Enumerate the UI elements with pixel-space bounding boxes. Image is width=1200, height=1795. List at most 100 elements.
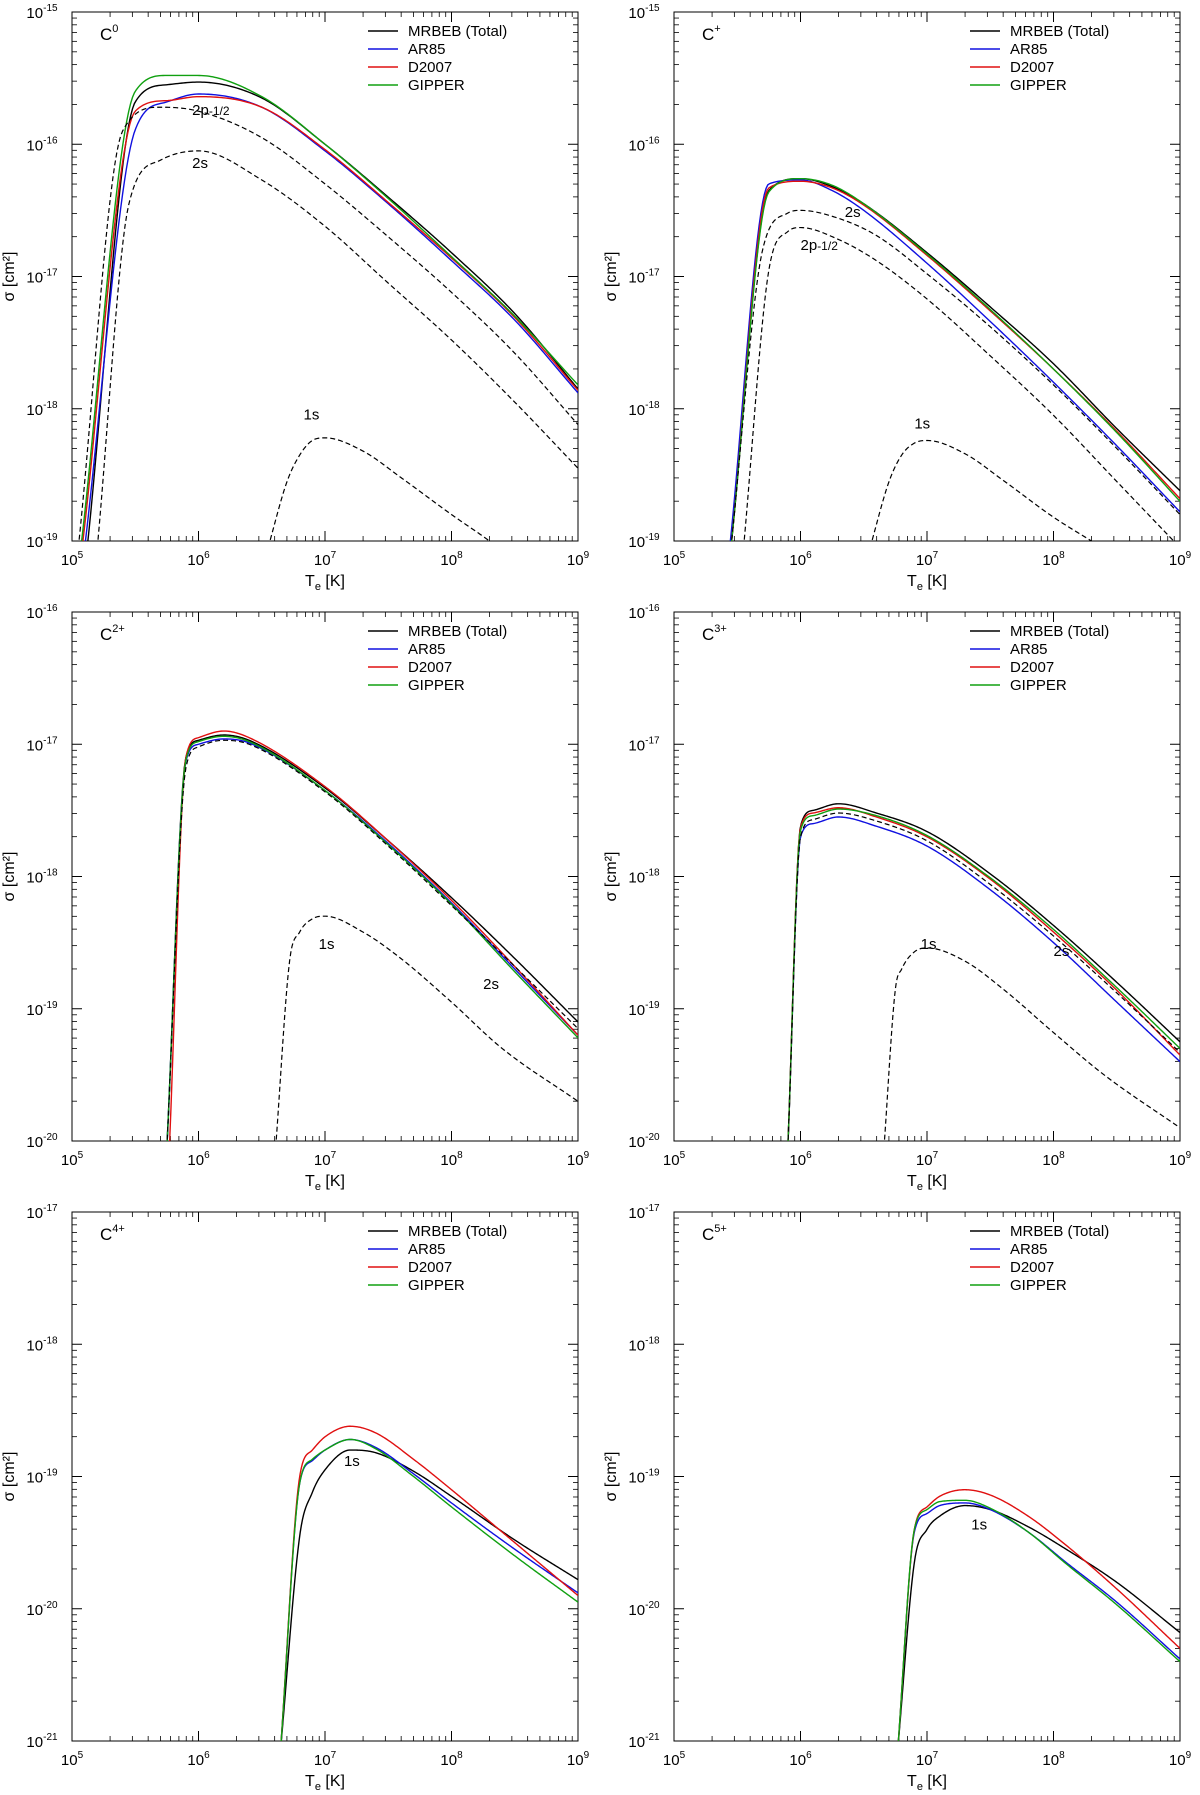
x-tick-label: 105 bbox=[61, 550, 84, 569]
series-line-ar85 bbox=[787, 816, 1180, 1141]
y-tick-label: 10-17 bbox=[628, 1203, 660, 1222]
series-line-1s bbox=[269, 437, 491, 541]
chart-panel-2: 105 106 107 108 109 10-19 10-18 10-17 10-16 10-15… bbox=[603, 3, 1192, 593]
chart-panel-1: 105 106 107 108 109 10-19 10-18 10-17 10-16 10-15… bbox=[1, 3, 590, 593]
x-tick-label: 107 bbox=[916, 1150, 939, 1169]
x-tick-label: 109 bbox=[567, 1150, 590, 1169]
x-tick-label: 108 bbox=[440, 550, 463, 569]
series-line-d2007 bbox=[787, 807, 1180, 1141]
y-tick-label: 10-19 bbox=[628, 1468, 660, 1487]
y-tick-label: 10-19 bbox=[26, 1000, 58, 1019]
legend-label: AR85 bbox=[1010, 641, 1048, 658]
legend-label: GIPPER bbox=[408, 677, 465, 694]
x-axis-label: Te [K] bbox=[907, 1773, 947, 1793]
panel-title: C2+ bbox=[100, 623, 125, 644]
series-line-mrbeb-total- bbox=[787, 803, 1180, 1141]
legend-label: D2007 bbox=[1010, 1259, 1054, 1276]
y-tick-label: 10-17 bbox=[26, 735, 58, 754]
series-line-2p-1-2 bbox=[78, 106, 578, 541]
plot-frame bbox=[71, 611, 579, 1142]
x-axis-label: Te [K] bbox=[907, 1173, 947, 1193]
x-tick-label: 108 bbox=[1042, 550, 1065, 569]
x-tick-label: 106 bbox=[187, 1150, 210, 1169]
series-line-2p-1-2 bbox=[743, 226, 1175, 541]
y-tick-label: 10-17 bbox=[628, 735, 660, 754]
series-line-gipper bbox=[80, 74, 578, 541]
x-tick-label: 105 bbox=[61, 1150, 84, 1169]
y-tick-label: 10-16 bbox=[26, 603, 58, 622]
y-tick-label: 10-21 bbox=[26, 1732, 58, 1751]
legend-label: MRBEB (Total) bbox=[408, 623, 507, 640]
y-tick-label: 10-15 bbox=[26, 3, 58, 22]
series-line-d2007 bbox=[280, 1425, 578, 1741]
x-tick-label: 109 bbox=[1169, 1750, 1192, 1769]
x-tick-label: 109 bbox=[567, 1750, 590, 1769]
series-line-2s bbox=[787, 812, 1180, 1141]
legend-label: D2007 bbox=[408, 59, 452, 76]
y-axis-label: σ [cm²] bbox=[603, 852, 620, 902]
legend-label: AR85 bbox=[408, 1241, 446, 1258]
x-tick-label: 108 bbox=[440, 1750, 463, 1769]
chart-panel-4: 105 106 107 108 109 10-20 10-19 10-18 10-17 10-16… bbox=[603, 603, 1192, 1193]
series-line-d2007 bbox=[168, 730, 578, 1141]
legend-label: D2007 bbox=[1010, 659, 1054, 676]
x-tick-label: 107 bbox=[916, 1750, 939, 1769]
y-tick-label: 10-16 bbox=[628, 603, 660, 622]
x-tick-label: 105 bbox=[663, 550, 686, 569]
x-tick-label: 108 bbox=[1042, 1750, 1065, 1769]
y-tick-label: 10-16 bbox=[26, 135, 58, 154]
series-line-mrbeb-total- bbox=[280, 1449, 578, 1741]
legend-label: MRBEB (Total) bbox=[1010, 1223, 1109, 1240]
series-line-mrbeb-total- bbox=[897, 1504, 1180, 1741]
curve-group bbox=[729, 177, 1180, 541]
chart-panel-5: 105 106 107 108 109 10-21 10-20 10-19 10-18 10-17… bbox=[1, 1203, 590, 1793]
plot-frame bbox=[71, 1211, 579, 1742]
series-line-1s bbox=[275, 915, 578, 1141]
y-axis-label: σ [cm²] bbox=[1, 1452, 18, 1502]
x-tick-label: 109 bbox=[1169, 550, 1192, 569]
x-tick-label: 105 bbox=[663, 1150, 686, 1169]
panel-title: C5+ bbox=[702, 1223, 727, 1244]
series-line-1s bbox=[883, 947, 1180, 1141]
curve-group bbox=[787, 803, 1180, 1141]
y-tick-label: 10-18 bbox=[628, 1335, 660, 1354]
series-line-ar85 bbox=[280, 1438, 578, 1741]
series-line-ar85 bbox=[166, 738, 578, 1141]
y-tick-label: 10-19 bbox=[628, 532, 660, 551]
curve-group bbox=[897, 1489, 1180, 1741]
series-line-gipper bbox=[730, 177, 1180, 541]
series-line-gipper bbox=[166, 735, 578, 1141]
series-line-gipper bbox=[280, 1438, 578, 1741]
chart-panel-6: 105 106 107 108 109 10-21 10-20 10-19 10-18 10-17… bbox=[603, 1203, 1192, 1793]
curve-group bbox=[280, 1425, 578, 1741]
shell-label: 1s bbox=[319, 936, 335, 953]
y-tick-label: 10-20 bbox=[26, 1132, 58, 1151]
x-tick-label: 106 bbox=[187, 1750, 210, 1769]
x-tick-label: 107 bbox=[314, 550, 337, 569]
series-line-gipper bbox=[897, 1499, 1180, 1741]
y-tick-label: 10-18 bbox=[26, 400, 58, 419]
y-tick-label: 10-17 bbox=[26, 1203, 58, 1222]
legend-label: AR85 bbox=[1010, 1241, 1048, 1258]
y-tick-label: 10-17 bbox=[26, 268, 58, 287]
series-line-gipper bbox=[787, 808, 1180, 1141]
y-tick-label: 10-21 bbox=[628, 1732, 660, 1751]
y-tick-label: 10-18 bbox=[628, 868, 660, 887]
series-line-ar85 bbox=[84, 93, 578, 541]
series-line-d2007 bbox=[897, 1489, 1180, 1741]
legend-label: GIPPER bbox=[1010, 677, 1067, 694]
shell-label: 2p-1/2 bbox=[192, 102, 230, 119]
x-axis-label: Te [K] bbox=[305, 1173, 345, 1193]
plot-frame bbox=[673, 611, 1181, 1142]
series-line-d2007 bbox=[730, 180, 1180, 541]
y-axis-label: σ [cm²] bbox=[1, 852, 18, 902]
x-tick-label: 106 bbox=[789, 1150, 812, 1169]
legend-label: GIPPER bbox=[408, 77, 465, 94]
x-tick-label: 106 bbox=[789, 550, 812, 569]
x-axis-label: Te [K] bbox=[305, 1773, 345, 1793]
